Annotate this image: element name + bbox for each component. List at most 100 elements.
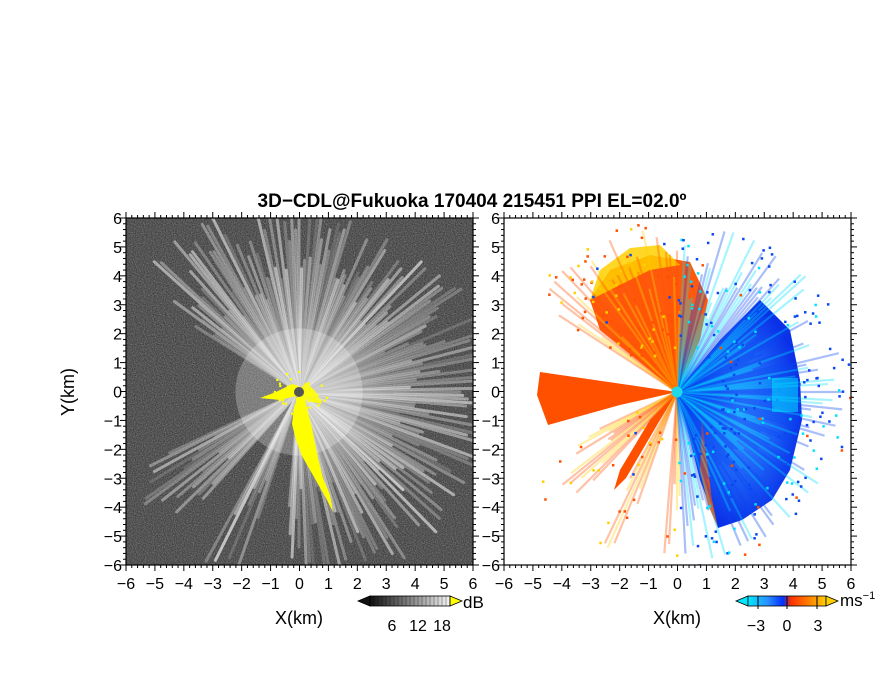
- velocity-ray: [608, 239, 679, 393]
- velocity-pixel: [803, 311, 807, 314]
- velocity-pixel: [580, 283, 583, 286]
- velocity-pixel: [610, 319, 613, 323]
- y-tick-label: −1: [104, 413, 122, 430]
- reflectivity-ray: [297, 299, 432, 394]
- highlight-pixel: [281, 394, 284, 398]
- velocity-ray: [675, 391, 695, 547]
- velocity-pixel: [836, 436, 839, 439]
- velocity-pixel: [800, 414, 803, 417]
- velocity-pixel: [820, 457, 823, 461]
- velocity-pixel: [777, 435, 781, 439]
- velocity-ray: [676, 277, 780, 393]
- velocity-pixel: [634, 343, 638, 347]
- highlight-pixel: [282, 388, 285, 392]
- velocity-ray: [610, 391, 678, 441]
- velocity-ray: [676, 391, 735, 450]
- highlight-pixel: [298, 370, 301, 373]
- colorbar-left-tick-6: 6: [388, 618, 397, 635]
- highlight-pixel: [291, 412, 294, 415]
- x-tick-label: 1: [702, 576, 711, 593]
- velocity-pixel: [770, 253, 774, 256]
- x-tick-label: 4: [411, 576, 420, 593]
- velocity-pixel: [834, 414, 838, 417]
- velocity-pixel: [847, 363, 851, 366]
- reflectivity-ray: [208, 250, 301, 394]
- velocity-ray: [676, 391, 773, 517]
- velocity-pixel: [735, 341, 738, 345]
- velocity-pixel: [767, 398, 770, 401]
- velocity-pixel: [657, 441, 661, 444]
- velocity-ray: [675, 391, 689, 527]
- velocity-pixel: [651, 321, 654, 324]
- velocity-pixel: [821, 411, 824, 415]
- velocity-ray: [599, 391, 678, 430]
- velocity-pixel: [707, 355, 711, 359]
- velocity-pixel: [817, 384, 821, 388]
- velocity-pixel: [726, 453, 730, 456]
- velocity-pixel: [607, 521, 610, 525]
- velocity-pixel: [785, 447, 788, 450]
- velocity-pixel: [793, 456, 796, 459]
- reflectivity-ray: [268, 278, 301, 394]
- velocity-pixel: [797, 499, 801, 502]
- velocity-ray: [676, 391, 762, 433]
- velocity-pixel: [724, 445, 727, 448]
- velocity-ray: [676, 286, 763, 393]
- y-tick-label: −5: [104, 529, 122, 546]
- velocity-pixel: [648, 337, 651, 340]
- velocity-pixel: [583, 310, 587, 314]
- velocity-pixel: [548, 293, 551, 296]
- velocity-pixel: [591, 300, 595, 304]
- velocity-ray: [589, 265, 678, 393]
- x-tick-label: 6: [847, 576, 856, 593]
- velocity-pixel: [724, 356, 728, 359]
- velocity-pixel: [790, 482, 794, 485]
- velocity-ray: [636, 391, 679, 505]
- velocity-pixel: [635, 411, 639, 414]
- velocity-pixel: [598, 287, 602, 291]
- velocity-ray: [629, 260, 679, 393]
- velocity-pixel: [673, 528, 676, 532]
- velocity-ray: [676, 255, 777, 393]
- reflectivity-ray: [247, 390, 301, 506]
- velocity-pixel: [758, 291, 762, 294]
- velocity-pixel: [816, 294, 820, 297]
- velocity-pixel: [726, 552, 729, 555]
- x-tick-label: −4: [553, 576, 571, 593]
- velocity-pixel: [577, 264, 580, 268]
- velocity-pixel: [769, 283, 772, 287]
- velocity-pixel: [718, 422, 722, 425]
- velocity-ray: [676, 297, 772, 393]
- velocity-pixel: [653, 354, 657, 358]
- reflectivity-ray: [252, 390, 301, 489]
- velocity-pixel: [725, 455, 729, 458]
- velocity-ray: [676, 391, 753, 540]
- velocity-pixel: [696, 544, 700, 548]
- velocity-colorbar: ms−1 −3 0 3: [734, 590, 875, 635]
- highlight-pixel: [292, 390, 295, 393]
- velocity-ray: [672, 276, 679, 393]
- velocity-pixel: [711, 233, 715, 236]
- velocity-pixel: [805, 423, 809, 427]
- velocity-pixel: [615, 229, 619, 232]
- x-tick-label: 6: [469, 576, 478, 593]
- velocity-ray: [625, 391, 678, 492]
- velocity-pixel: [674, 282, 678, 286]
- reflectivity-ray: [297, 390, 466, 485]
- velocity-pixel: [730, 464, 734, 467]
- velocity-pixel: [640, 344, 644, 348]
- velocity-pixel: [605, 321, 608, 324]
- velocity-pixel: [733, 410, 736, 414]
- velocity-ray: [601, 391, 678, 464]
- velocity-pixel: [730, 397, 734, 400]
- velocity-pixel: [573, 291, 577, 295]
- velocity-pixel: [806, 434, 809, 438]
- velocity-ray: [676, 391, 791, 455]
- highlight-pixel: [305, 383, 308, 387]
- highlight-pixel: [291, 392, 294, 395]
- velocity-pixel: [759, 417, 762, 421]
- velocity-pixel: [710, 324, 714, 328]
- x-tick-label: −3: [204, 576, 222, 593]
- velocity-pixel: [794, 512, 798, 516]
- x-tick-label: 4: [789, 576, 798, 593]
